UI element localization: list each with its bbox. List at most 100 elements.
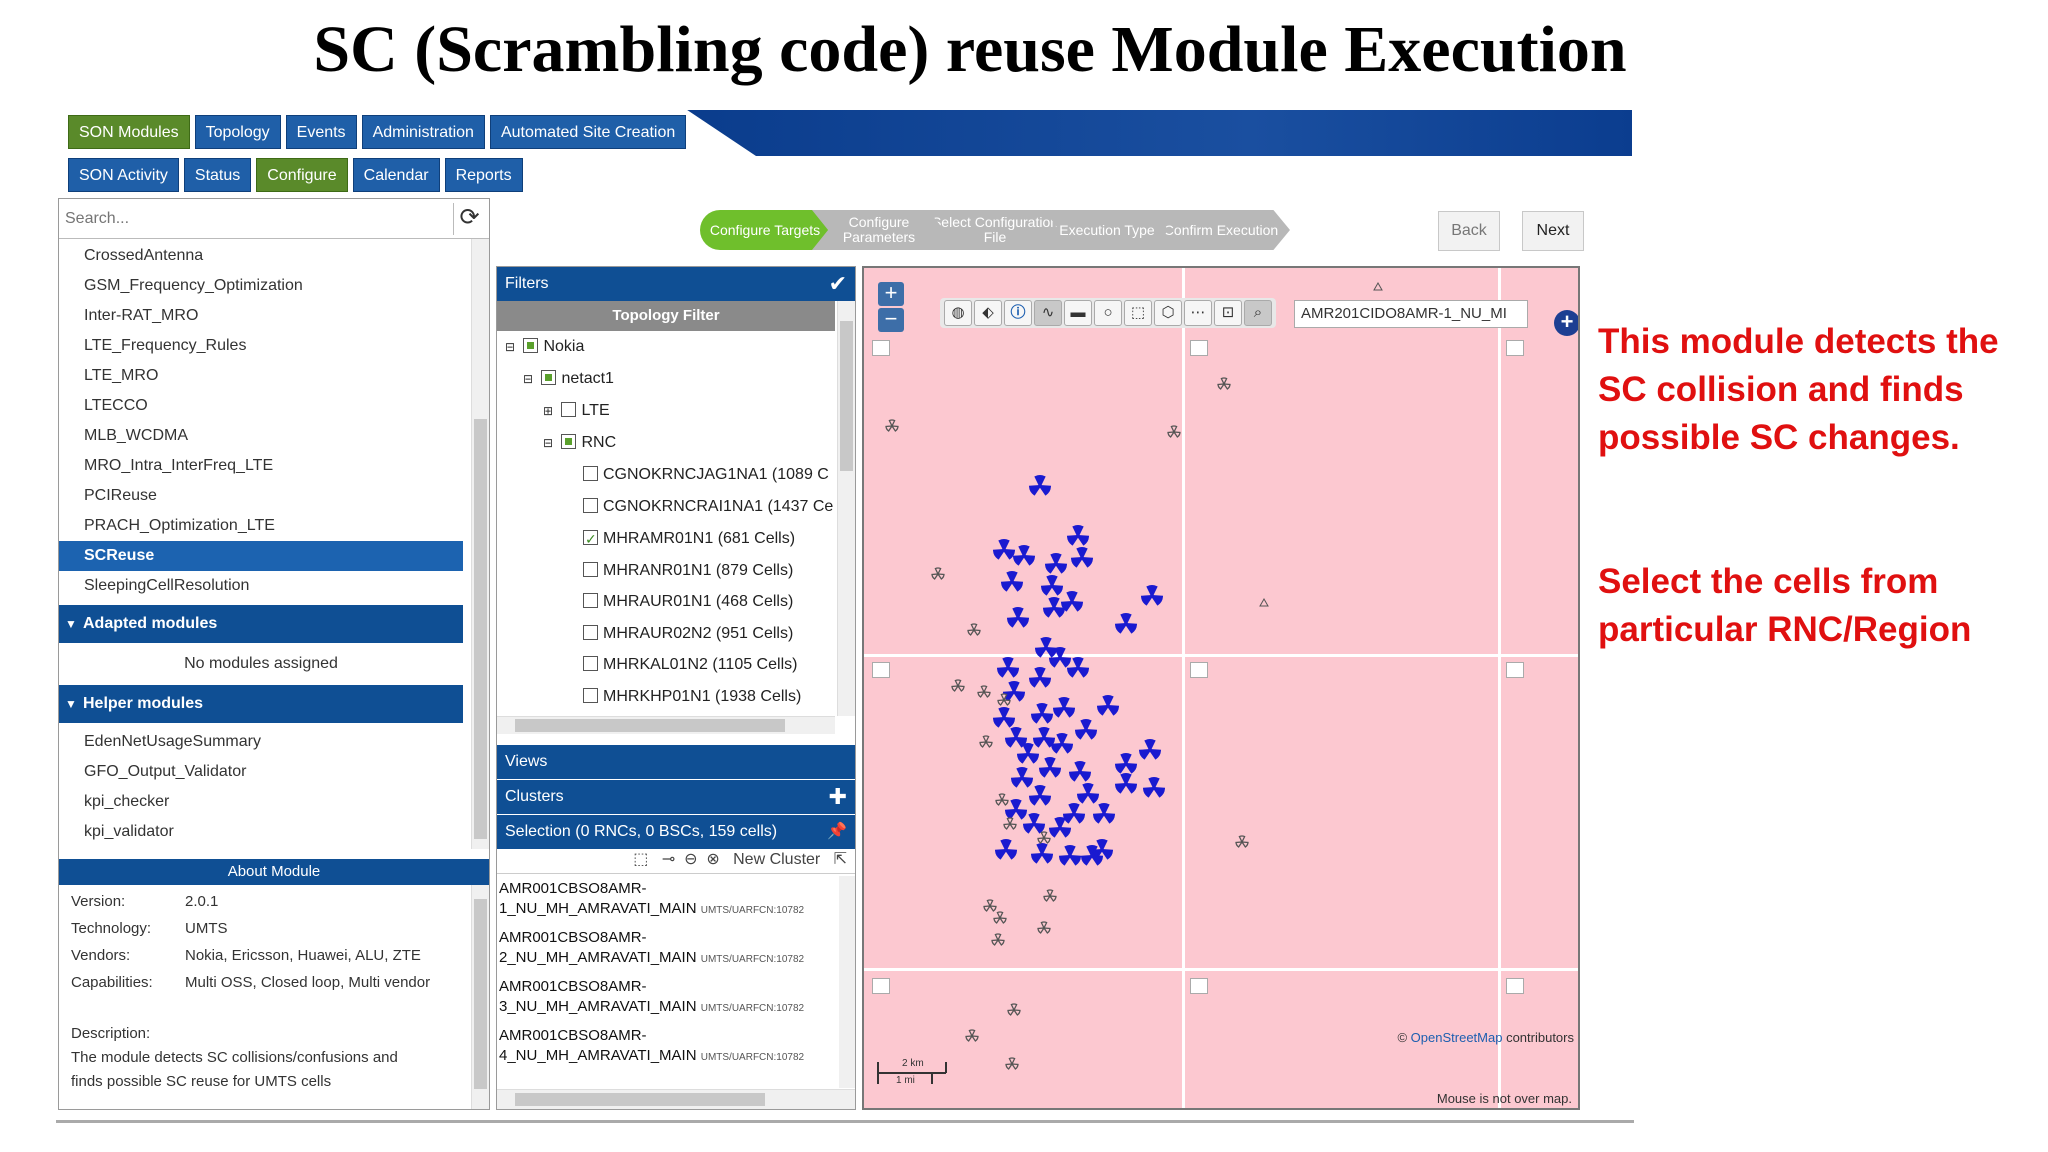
nav-topology[interactable]: Topology	[194, 115, 281, 149]
nav-reports[interactable]: Reports	[444, 158, 523, 192]
site-icon[interactable]	[995, 793, 1009, 806]
adapted-modules-header[interactable]: ▼ Adapted modules	[59, 605, 463, 643]
module-list-scrollbar[interactable]	[471, 239, 489, 849]
site-icon[interactable]	[997, 693, 1011, 706]
nav-son-activity[interactable]: SON Activity	[68, 158, 179, 192]
step-execution-type[interactable]: Execution Type	[1044, 210, 1170, 250]
step-select-configuration-file[interactable]: Select Configuration File	[928, 210, 1062, 250]
checkbox[interactable]	[583, 498, 598, 513]
check-icon[interactable]: ✔	[828, 271, 847, 296]
collapse-icon[interactable]: ⊟	[543, 436, 554, 450]
site-selected-icon[interactable]	[1030, 843, 1054, 864]
tree-node-rnc-item[interactable]: MHRANR01N1 (879 Cells)	[583, 559, 793, 583]
checkbox[interactable]	[583, 562, 598, 577]
site-selected-icon[interactable]	[1048, 647, 1072, 668]
site-icon[interactable]	[885, 419, 899, 432]
helper-item[interactable]: kpi_checker	[84, 793, 170, 810]
next-button[interactable]: Next	[1522, 211, 1584, 251]
helper-item[interactable]: GFO_Output_Validator	[84, 763, 247, 780]
site-selected-icon[interactable]	[1068, 761, 1092, 782]
checkbox[interactable]	[583, 688, 598, 703]
site-selected-icon[interactable]	[1040, 575, 1064, 596]
polygon-tool-icon[interactable]: ⬡	[1154, 300, 1182, 326]
site-icon[interactable]	[1167, 425, 1181, 438]
site-icon[interactable]	[965, 1029, 979, 1042]
line-tool-icon[interactable]: ∿	[1034, 300, 1062, 326]
site-selected-icon[interactable]	[1066, 525, 1090, 546]
site-icon[interactable]	[983, 899, 997, 912]
module-item[interactable]: LTE_Frequency_Rules	[84, 337, 247, 354]
site-icon[interactable]	[1235, 835, 1249, 848]
tree-node-rnc[interactable]: ⊟ RNC	[543, 431, 616, 455]
module-item[interactable]: SleepingCellResolution	[84, 577, 250, 594]
site-icon[interactable]	[1005, 1057, 1019, 1070]
map-view[interactable]: + − ◍ ⬖ ⓘ ∿ ▬ ○ ⬚ ⬡ ⋯ ⊡ ⌕ AMR201CIDO8AMR…	[862, 266, 1580, 1110]
tree-node-netact[interactable]: ⊟ netact1	[523, 367, 614, 391]
site-icon[interactable]	[1007, 1003, 1021, 1016]
module-item[interactable]: LTECCO	[84, 397, 148, 414]
site-icon[interactable]	[951, 679, 965, 692]
search-input[interactable]	[65, 205, 441, 233]
circle-tool-icon[interactable]: ○	[1094, 300, 1122, 326]
site-icon[interactable]	[979, 735, 993, 748]
site-selected-icon[interactable]	[1050, 733, 1074, 754]
site-selected-icon[interactable]	[1042, 597, 1066, 618]
module-item[interactable]: LTE_MRO	[84, 367, 159, 384]
checkbox[interactable]	[541, 370, 557, 385]
site-selected-icon[interactable]	[1138, 739, 1162, 760]
selection-item[interactable]: AMR001CBSO8AMR- 3_NU_MH_AMRAVATI_MAIN UM…	[499, 977, 853, 1019]
helper-item[interactable]: kpi_validator	[84, 823, 174, 840]
site-icon[interactable]	[993, 911, 1007, 924]
close-circle-icon[interactable]: ⊗	[706, 851, 720, 868]
nav-status[interactable]: Status	[183, 158, 252, 192]
site-icon[interactable]	[977, 685, 991, 698]
checkbox[interactable]	[583, 625, 598, 640]
checkbox[interactable]	[561, 434, 577, 449]
site-selected-icon[interactable]	[1028, 785, 1052, 806]
map-search-input[interactable]: AMR201CIDO8AMR-1_NU_MI	[1294, 300, 1528, 328]
select-area-icon[interactable]: ⬚	[633, 851, 649, 868]
checkbox[interactable]	[583, 466, 598, 481]
scrollbar-thumb[interactable]	[474, 419, 487, 839]
nav-administration[interactable]: Administration	[361, 115, 485, 149]
site-selected-icon[interactable]	[1074, 719, 1098, 740]
magnifier-icon[interactable]: ⌕	[1244, 300, 1272, 326]
step-confirm-execution[interactable]: Confirm Execution	[1152, 210, 1290, 250]
site-selected-icon[interactable]	[1142, 777, 1166, 798]
site-selected-icon[interactable]	[1028, 475, 1052, 496]
site-selected-icon[interactable]	[1004, 727, 1028, 748]
collapse-icon[interactable]: ⊟	[505, 340, 516, 354]
tree-node-rnc-item[interactable]: MHRKHP01N1 (1938 Cells)	[583, 685, 801, 709]
scrollbar-thumb[interactable]	[474, 899, 487, 1089]
back-button[interactable]: Back	[1438, 211, 1500, 251]
link-icon[interactable]: ⊸	[661, 851, 676, 868]
expand-icon[interactable]: ⊞	[543, 404, 554, 418]
ruler-icon[interactable]: ▬	[1064, 300, 1092, 326]
site-selected-icon[interactable]	[1000, 571, 1024, 592]
tree-node-rnc-item[interactable]: MHRAUR02N2 (951 Cells)	[583, 622, 793, 646]
site-selected-icon[interactable]	[1044, 553, 1068, 574]
site-icon[interactable]	[991, 933, 1005, 946]
tree-node-nokia[interactable]: ⊟ Nokia	[505, 335, 584, 359]
plus-icon[interactable]: ✚	[828, 784, 847, 809]
selection-vertical-scrollbar[interactable]	[839, 876, 855, 1088]
nav-automated-site-creation[interactable]: Automated Site Creation	[489, 115, 687, 149]
site-selected-icon[interactable]	[1076, 783, 1100, 804]
site-icon[interactable]	[1003, 817, 1017, 830]
site-selected-icon[interactable]	[1004, 799, 1028, 820]
site-selected-icon[interactable]	[1006, 607, 1030, 628]
tree-node-rnc-item[interactable]: MHRAUR01N1 (468 Cells)	[583, 590, 793, 614]
scrollbar-thumb[interactable]	[515, 719, 785, 732]
module-item[interactable]: PRACH_Optimization_LTE	[84, 517, 275, 534]
site-selected-icon[interactable]	[992, 539, 1016, 560]
site-selected-icon[interactable]	[1028, 667, 1052, 688]
tree-node-rnc-item[interactable]: CGNOKRNCJAG1NA1 (1089 C	[583, 463, 829, 487]
site-selected-icon[interactable]	[1060, 591, 1084, 612]
marker-icon[interactable]	[1373, 281, 1383, 291]
tree-node-rnc-item[interactable]: MHRKAL01N2 (1105 Cells)	[583, 653, 797, 677]
site-selected-icon[interactable]	[1032, 727, 1056, 748]
site-icon[interactable]	[967, 623, 981, 636]
add-layer-button[interactable]: +	[1554, 310, 1578, 336]
site-selected-icon[interactable]	[1070, 547, 1094, 568]
nav-events[interactable]: Events	[285, 115, 357, 149]
